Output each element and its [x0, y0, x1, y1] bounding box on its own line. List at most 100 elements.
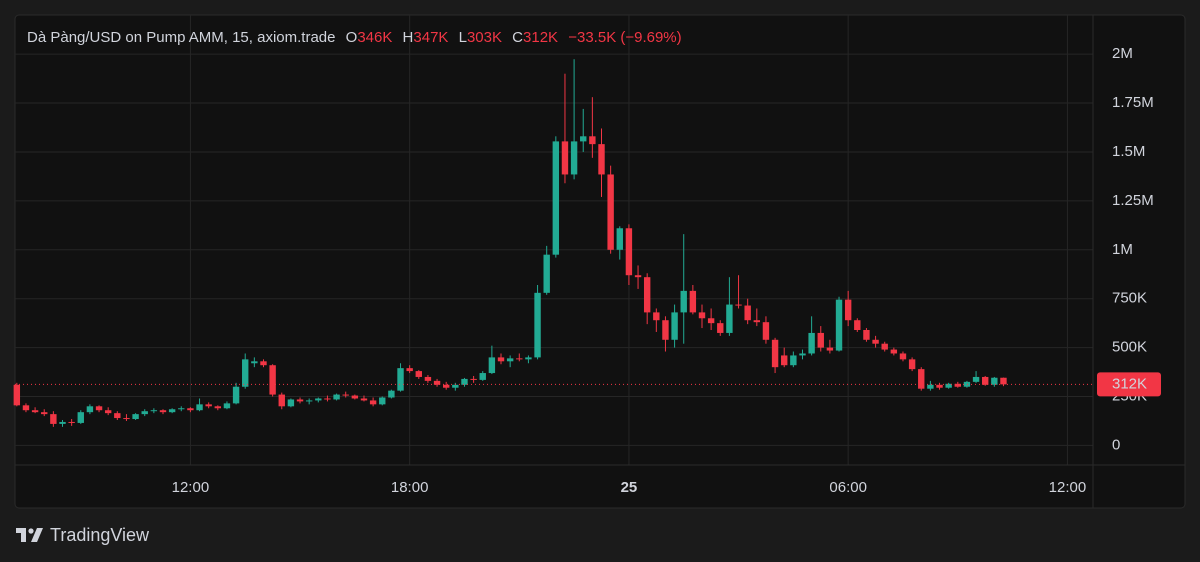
candle-body: [744, 305, 751, 321]
candle-body: [424, 376, 432, 381]
candle-body: [13, 384, 21, 406]
candle-body: [196, 404, 203, 411]
candle-body: [187, 408, 194, 411]
candle-body: [141, 411, 148, 415]
candle-body: [41, 412, 48, 415]
candle-body: [707, 318, 715, 324]
candle-body: [68, 421, 75, 423]
legend: Dà Pàng/USD on Pump AMM, 15, axiom.trade…: [27, 29, 682, 46]
close-value: 312K: [523, 29, 558, 46]
candle-body: [324, 398, 331, 400]
candle-body: [50, 414, 57, 424]
candle-body: [598, 144, 605, 175]
candle-body: [479, 373, 486, 380]
candle-body: [77, 412, 84, 423]
candle-body: [525, 357, 532, 360]
candle-body: [232, 386, 240, 404]
grid: [15, 15, 1093, 465]
candle-body: [680, 290, 687, 313]
candle-body: [123, 418, 130, 420]
candle-body: [890, 349, 898, 354]
y-tick-label: 500K: [1112, 339, 1147, 356]
candle-body: [104, 410, 112, 414]
x-tick-label: 12:00: [1049, 479, 1087, 496]
candle-body: [497, 357, 505, 362]
candle-body: [918, 369, 925, 389]
candle-body: [570, 141, 578, 175]
candle-body: [452, 384, 459, 388]
candle-body: [844, 299, 852, 321]
candle-body: [534, 292, 541, 358]
candles: [13, 59, 1093, 427]
candle-body: [406, 368, 413, 372]
candle-body: [214, 406, 222, 409]
candle-body: [982, 376, 989, 385]
y-tick-label: 0: [1112, 436, 1120, 453]
candle-body: [488, 357, 496, 374]
candle-body: [899, 353, 907, 360]
last-price-badge: [1097, 372, 1161, 397]
candle-body: [333, 394, 340, 400]
candle-body: [762, 322, 770, 340]
candle-body: [351, 395, 359, 399]
candle-body: [735, 304, 742, 306]
candle-body: [653, 312, 660, 321]
candle-body: [506, 358, 514, 362]
candle-body: [808, 332, 815, 354]
candle-body: [872, 339, 879, 344]
open-value: 346K: [357, 29, 392, 46]
high-value: 347K: [413, 29, 448, 46]
candle-body: [689, 290, 697, 313]
candle-body: [634, 275, 642, 278]
candle-body: [781, 355, 788, 366]
candle-body: [369, 400, 377, 405]
x-tick-label: 06:00: [829, 479, 867, 496]
candle-body: [698, 312, 706, 319]
candle-body: [790, 355, 797, 366]
logo-part: [16, 528, 26, 542]
candle-body: [561, 141, 569, 175]
candle-body: [433, 380, 441, 385]
candle-body: [86, 406, 94, 413]
y-tick-label: 1M: [1112, 241, 1133, 258]
candle-body: [662, 320, 669, 340]
last-price-label: 312K: [1112, 375, 1147, 392]
chart-title: Dà Pàng/USD on Pump AMM, 15, axiom.trade: [27, 29, 335, 46]
x-tick-label: 18:00: [391, 479, 429, 496]
candle-body: [817, 332, 824, 348]
candle-body: [671, 312, 678, 340]
candle-body: [991, 377, 998, 385]
y-tick-label: 750K: [1112, 290, 1147, 307]
candle-body: [159, 410, 167, 413]
candle-body: [178, 408, 185, 410]
candle-body: [132, 414, 139, 420]
candle-body: [59, 421, 66, 424]
candle-body: [863, 330, 870, 340]
candle-body: [616, 228, 623, 250]
candle-body: [799, 353, 806, 356]
candle-body: [607, 174, 614, 250]
candle-body: [543, 254, 550, 293]
candle-body: [753, 320, 761, 323]
candle-body: [1000, 377, 1007, 385]
logo-part: [28, 528, 34, 534]
candle-body: [625, 228, 633, 276]
candle-body: [954, 383, 961, 387]
close-label: C: [512, 29, 523, 46]
brand-logo: [16, 528, 43, 542]
candle-body: [205, 404, 212, 407]
candle-body: [835, 299, 843, 351]
candle-body: [643, 277, 651, 313]
candle-body: [826, 347, 834, 351]
candle-body: [305, 400, 313, 402]
candle-body: [972, 376, 980, 382]
axes: 0250K500K750K1M1.25M1.5M1.75M2M12:0018:0…: [172, 45, 1161, 496]
candle-body: [945, 383, 952, 388]
y-tick-label: 1.5M: [1112, 143, 1145, 160]
candle-body: [726, 304, 733, 333]
low-label: L: [459, 29, 467, 46]
candle-body: [717, 323, 724, 333]
candle-body: [278, 394, 285, 407]
